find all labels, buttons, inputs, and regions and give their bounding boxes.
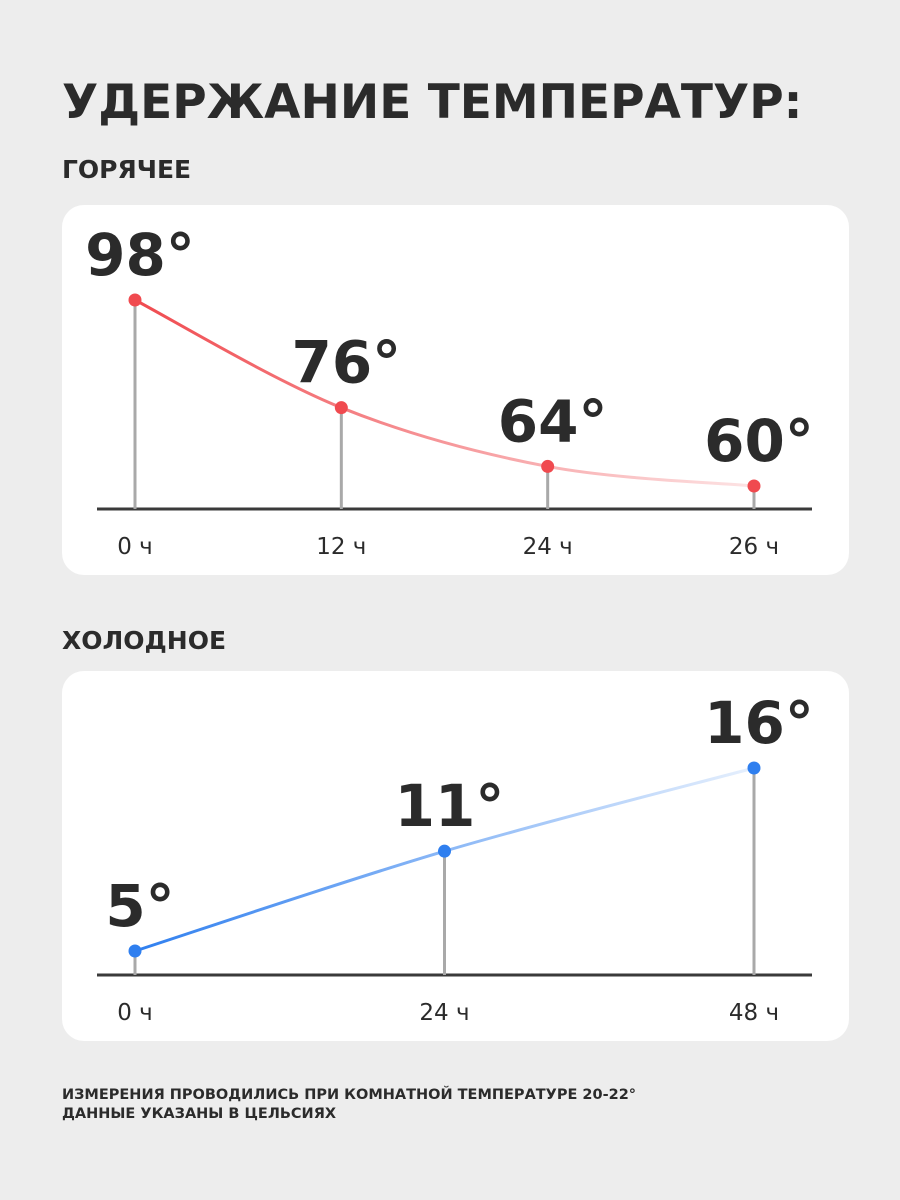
value-label: 98°	[85, 221, 195, 289]
x-tick-label: 24 ч	[523, 534, 573, 560]
point	[747, 479, 761, 493]
x-tick-label: 12 ч	[316, 534, 366, 560]
x-tick-label: 26 ч	[729, 534, 779, 560]
value-label: 5°	[105, 872, 174, 940]
footnote: ДАННЫЕ УКАЗАНЫ В ЦЕЛЬСИЯХ	[62, 1106, 336, 1122]
trend-line	[134, 298, 755, 488]
x-tick-label: 0 ч	[117, 534, 153, 560]
x-tick-label: 24 ч	[419, 1000, 469, 1026]
page-title: УДЕРЖАНИЕ ТЕМПЕРАТУР:	[62, 75, 802, 130]
point	[128, 944, 142, 958]
value-label: 76°	[291, 329, 401, 397]
section-title: ХОЛОДНОЕ	[62, 626, 226, 655]
section-title: ГОРЯЧЕЕ	[62, 155, 191, 184]
card	[62, 205, 849, 575]
x-tick-label: 0 ч	[117, 1000, 153, 1026]
x-tick-label: 48 ч	[729, 1000, 779, 1026]
point	[334, 401, 348, 415]
point	[747, 761, 761, 775]
value-label: 64°	[498, 387, 608, 455]
value-label: 11°	[395, 772, 505, 840]
card	[62, 671, 849, 1041]
point	[541, 459, 555, 473]
value-label: 60°	[704, 407, 814, 475]
point	[438, 844, 451, 858]
footnote: ИЗМЕРЕНИЯ ПРОВОДИЛИСЬ ПРИ КОМНАТНОЙ ТЕМП…	[62, 1086, 636, 1103]
point	[128, 293, 142, 307]
value-label: 16°	[704, 689, 814, 757]
